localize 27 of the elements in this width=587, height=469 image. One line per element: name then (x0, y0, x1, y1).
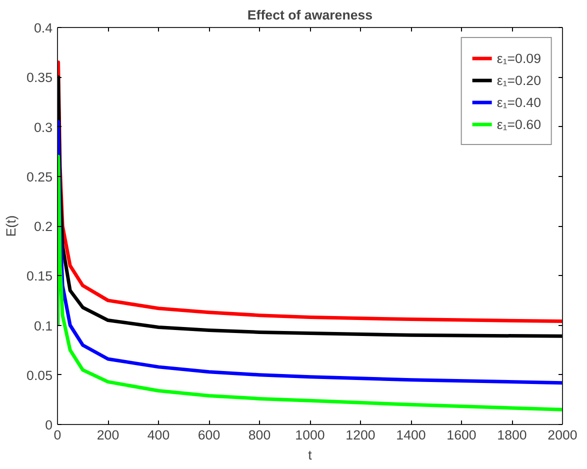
y-tick-label: 0.3 (34, 120, 53, 135)
x-tick-label: 800 (248, 428, 271, 442)
legend-label: ε₁=0.20 (496, 72, 541, 88)
legend-label: ε₁=0.60 (496, 116, 541, 132)
x-tick-label: 1200 (346, 428, 376, 442)
x-tick-label: 400 (147, 428, 170, 442)
y-tick-label: 0.15 (26, 268, 53, 284)
line-series (58, 154, 562, 412)
x-tick-label: 1600 (446, 428, 476, 442)
y-tick-label: 0.05 (26, 368, 53, 383)
x-axis-title: t (308, 448, 312, 462)
chart-title: Effect of awareness (247, 8, 373, 22)
y-tick-label: 0.25 (26, 169, 53, 184)
legend-label: ε₁=0.40 (496, 94, 541, 110)
y-tick-label: 0.2 (34, 219, 53, 234)
y-tick-label: 0 (45, 418, 53, 432)
x-tick-label: 1400 (396, 428, 426, 442)
x-tick-label: 600 (198, 428, 220, 442)
y-tick-label: 0.35 (26, 70, 53, 86)
x-tick-label: 1800 (497, 428, 527, 442)
y-axis-title: E(t) (4, 215, 19, 237)
x-tick-label: 1000 (295, 428, 325, 442)
legend-label: ε₁=0.09 (496, 50, 541, 66)
y-tick-label: 0.4 (34, 20, 54, 36)
x-tick-label: 2000 (548, 428, 578, 442)
y-tick-label: 0.1 (34, 318, 53, 334)
x-tick-label: 200 (96, 428, 120, 442)
